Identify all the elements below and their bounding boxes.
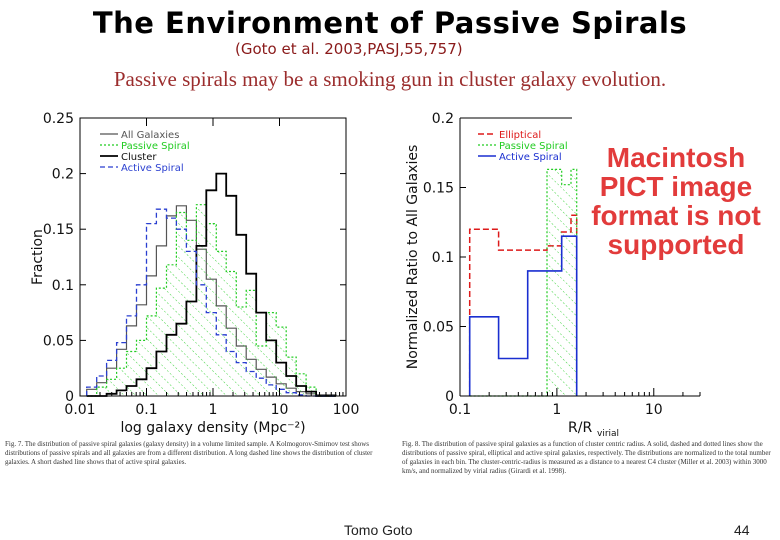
- y-axis-label: Fraction: [30, 229, 46, 285]
- y-tick-label: 0: [65, 389, 74, 405]
- x-tick-label: 100: [333, 402, 360, 418]
- legend-label: Passive Spiral: [499, 141, 568, 152]
- y-tick-label: 0.2: [432, 111, 454, 127]
- radius-histogram-chart: 0 0.05 0.1 0.15 0.2 0.1 1 10 R/R virial Normalized…: [405, 111, 701, 439]
- legend-label: Elliptical: [499, 130, 541, 141]
- series-cluster: [86, 172, 336, 397]
- series-passive-spiral: [469, 168, 578, 397]
- slide-title: The Environment of Passive Spirals: [92, 6, 688, 40]
- x-axis-label-subscript: virial: [597, 429, 619, 439]
- footer-author: Tomo Goto: [344, 522, 413, 538]
- y-tick-label: 0.1: [52, 278, 74, 294]
- right-figure-caption: Fig. 8. The distribution of passive spir…: [402, 440, 771, 475]
- left-figure-caption: Fig. 7. The distribution of passive spir…: [5, 440, 373, 466]
- legend-label: Cluster: [121, 152, 157, 163]
- x-tick-label: 1: [209, 402, 218, 418]
- unsupported-image-placeholder: Macintosh PICT image format is not suppo…: [591, 142, 761, 260]
- legend-label: Active Spiral: [121, 163, 184, 174]
- x-tick-label: 1: [552, 402, 561, 418]
- y-tick-label: 0.25: [43, 111, 74, 127]
- density-histogram-chart: 0 0.05 0.1 0.15 0.2 0.25 0.01 0.1 1 10 100 log gala…: [30, 111, 359, 436]
- x-tick-label: 0.01: [64, 402, 95, 418]
- x-axis-label: log galaxy density (Mpc⁻²): [120, 420, 305, 436]
- x-tick-label: 0.1: [449, 402, 471, 418]
- legend-label: All Galaxies: [121, 130, 179, 141]
- series-active-spiral: [468, 235, 578, 396]
- y-tick-label: 0.05: [423, 320, 454, 336]
- y-tick-label: 0.15: [43, 222, 74, 238]
- x-tick-label: 10: [271, 402, 289, 418]
- y-axis-label: Normalized Ratio to All Galaxies: [405, 145, 421, 370]
- x-axis-label: R/R: [568, 420, 592, 436]
- slide-subtitle: Passive spirals may be a smoking gun in …: [113, 67, 667, 91]
- citation: (Goto et al. 2003,PASJ,55,757): [235, 40, 463, 58]
- legend-label: Active Spiral: [499, 152, 562, 163]
- y-tick-label: 0.1: [432, 250, 454, 266]
- y-tick-label: 0.05: [43, 333, 74, 349]
- legend-label: Passive Spiral: [121, 141, 190, 152]
- series-passive-spiral: [86, 204, 336, 397]
- page-number: 44: [734, 522, 750, 538]
- y-tick-label: 0.15: [423, 181, 454, 197]
- y-tick-label: 0.2: [52, 167, 74, 183]
- x-tick-label: 10: [645, 402, 663, 418]
- x-tick-label: 0.1: [135, 402, 157, 418]
- y-tick-label: 0: [445, 389, 454, 405]
